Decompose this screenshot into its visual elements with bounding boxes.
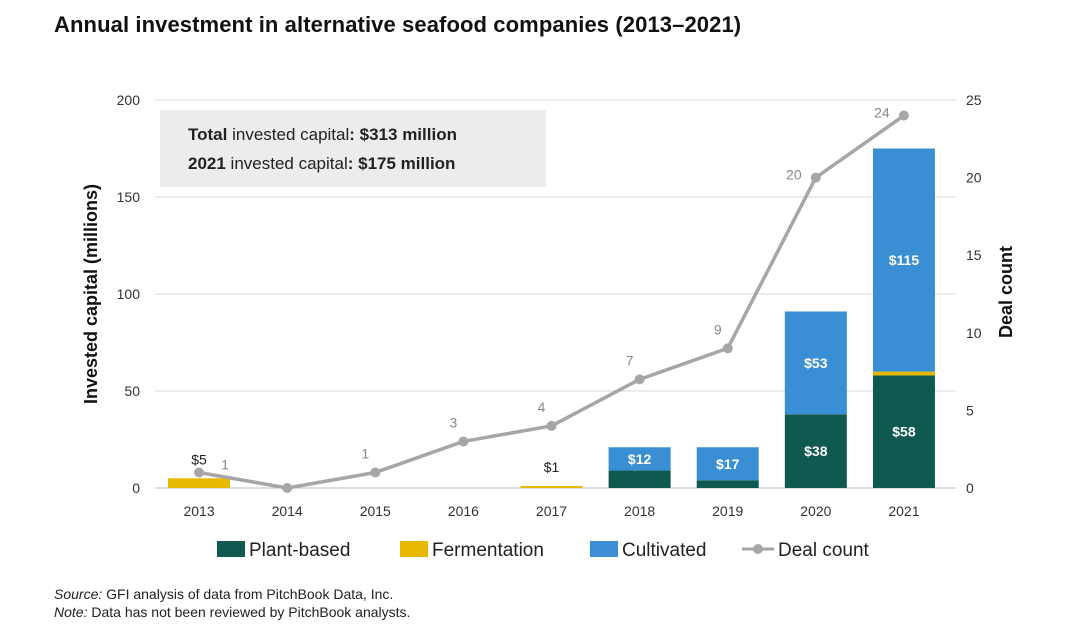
annotation-mid: invested capital [226, 154, 348, 173]
chart-title: Annual investment in alternative seafood… [54, 12, 742, 37]
deal-count-point [898, 110, 909, 121]
y2-axis-title: Deal count [996, 246, 1016, 338]
deal-count-point [282, 483, 293, 493]
note-line: Note: Data has not been reviewed by Pitc… [54, 603, 410, 621]
annotation-mid: invested capital [227, 125, 349, 144]
deal-count-point [546, 420, 557, 431]
legend-label: Plant-based [249, 540, 350, 561]
legend-label: Deal count [778, 540, 870, 561]
y2-tick-label: 15 [966, 247, 982, 263]
y-tick-label: 150 [117, 189, 141, 205]
bar-total-label: $1 [544, 459, 560, 475]
legend-item: Deal count [742, 540, 870, 561]
legend-label: Cultivated [622, 540, 707, 561]
y-tick-label: 50 [124, 383, 140, 399]
legend-swatch [590, 541, 618, 557]
annotation-value: : $175 million [348, 154, 456, 173]
y2-tick-label: 5 [966, 402, 974, 418]
y2-tick-label: 20 [966, 170, 982, 186]
legend-item: Plant-based [217, 540, 350, 561]
bar-plant-based [696, 480, 759, 488]
x-tick-label: 2016 [448, 503, 479, 519]
x-tick-label: 2020 [800, 503, 831, 519]
deal-count-point [722, 343, 733, 354]
bar-fermentation [520, 486, 583, 488]
bar-fermentation [168, 478, 231, 488]
deal-count-point [634, 374, 645, 385]
deal-count-label: 1 [361, 445, 369, 461]
bar-cultivated [784, 311, 847, 415]
note-label: Note: [54, 604, 88, 620]
x-tick-label: 2021 [888, 503, 919, 519]
bar-value-label: $115 [889, 252, 920, 268]
x-tick-label: 2018 [624, 503, 655, 519]
legend-label: Fermentation [432, 540, 544, 561]
bar-plant-based [872, 375, 935, 488]
bar-cultivated [696, 447, 759, 481]
y-tick-label: 200 [117, 92, 141, 108]
annotation-line: Total invested capital: $313 million [188, 125, 457, 144]
bar-value-label: $38 [804, 443, 828, 459]
chart: 0 50 100 150 200 0 5 10 15 20 25 Invested capital (… [81, 92, 1016, 561]
x-tick-label: 2019 [712, 503, 743, 519]
annotation-bold: Total [188, 125, 227, 144]
bar-fermentation [872, 371, 935, 376]
bar-value-label: $12 [628, 451, 652, 467]
deal-count-point [370, 467, 381, 478]
y-axis-title: Invested capital (millions) [81, 184, 101, 404]
y-tick-label: 100 [117, 286, 141, 302]
source-line: Source: GFI analysis of data from PitchB… [54, 585, 410, 603]
y2-tick-label: 25 [966, 92, 982, 108]
bar-value-label: $17 [716, 456, 740, 472]
y-tick-label: 0 [132, 480, 140, 496]
note-text: Data has not been reviewed by PitchBook … [87, 604, 411, 620]
deal-count-point [810, 172, 821, 183]
deal-count-label: 1 [221, 456, 229, 472]
deal-count-label: 4 [538, 399, 546, 415]
legend-item: Cultivated [590, 540, 707, 561]
bar-plant-based [608, 470, 671, 488]
x-tick-label: 2017 [536, 503, 567, 519]
deal-count-point [458, 436, 469, 447]
deal-count-label: 7 [626, 352, 634, 368]
chart-footer: Source: GFI analysis of data from PitchB… [54, 585, 410, 621]
annotation-bold: 2021 [188, 154, 226, 173]
deal-count-label: 20 [786, 167, 802, 183]
x-tick-label: 2013 [183, 503, 214, 519]
annotation-line: 2021 invested capital: $175 million [188, 154, 455, 173]
deal-count-label: 24 [874, 105, 890, 121]
legend-marker [753, 544, 763, 554]
x-tick-label: 2015 [360, 503, 391, 519]
legend: Plant-based Fermentation Cultivated Deal co… [217, 540, 870, 561]
legend-item: Fermentation [400, 540, 544, 561]
bar-total-label: $5 [191, 451, 207, 467]
deal-count-label: 3 [449, 414, 457, 430]
bar-value-label: $53 [804, 355, 828, 371]
legend-swatch [400, 541, 428, 557]
legend-swatch [217, 541, 245, 557]
bar-plant-based [784, 414, 847, 488]
bar-cultivated [608, 447, 671, 471]
x-tick-label: 2014 [272, 503, 303, 519]
annotation-value: : $313 million [349, 125, 457, 144]
y2-tick-label: 0 [966, 480, 974, 496]
annotation-box [160, 110, 546, 187]
source-text: GFI analysis of data from PitchBook Data… [102, 586, 394, 602]
bar-cultivated [872, 148, 935, 372]
deal-count-label: 9 [714, 321, 722, 337]
y2-tick-label: 10 [966, 325, 982, 341]
deal-count-point [194, 467, 205, 478]
source-label: Source: [54, 586, 103, 602]
bar-value-label: $58 [892, 424, 916, 440]
